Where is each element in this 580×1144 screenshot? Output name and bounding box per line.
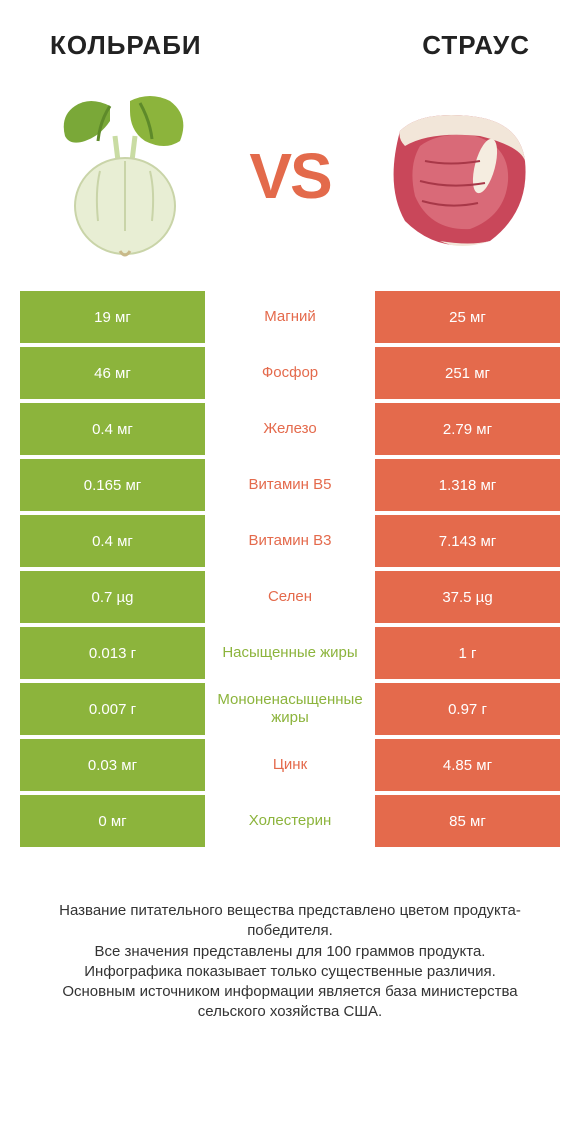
- right-value-cell: 1 г: [375, 627, 560, 679]
- header: КОЛЬРАБИ СТРАУС: [0, 0, 580, 71]
- table-row: 0.165 мгВитамин B51.318 мг: [20, 459, 560, 511]
- right-food-title: СТРАУС: [422, 30, 530, 61]
- table-row: 19 мгМагний25 мг: [20, 291, 560, 343]
- nutrient-name: Витамин B3: [205, 515, 375, 567]
- footer-line: Основным источником информации является …: [30, 982, 550, 1023]
- meat-icon: [370, 91, 540, 261]
- vs-label: VS: [249, 139, 330, 213]
- table-row: 46 мгФосфор251 мг: [20, 347, 560, 399]
- right-value-cell: 37.5 µg: [375, 571, 560, 623]
- table-row: 0.03 мгЦинк4.85 мг: [20, 739, 560, 791]
- nutrient-name: Витамин B5: [205, 459, 375, 511]
- left-value-cell: 46 мг: [20, 347, 205, 399]
- right-value-cell: 1.318 мг: [375, 459, 560, 511]
- nutrient-name: Мононенасыщенные жиры: [205, 683, 375, 735]
- table-row: 0.007 гМононенасыщенные жиры0.97 г: [20, 683, 560, 735]
- images-row: VS: [0, 71, 580, 291]
- table-row: 0.4 мгВитамин B37.143 мг: [20, 515, 560, 567]
- footer-line: Инфографика показывает только существенн…: [30, 962, 550, 982]
- footer-notes: Название питательного вещества представл…: [0, 851, 580, 1043]
- right-value-cell: 2.79 мг: [375, 403, 560, 455]
- footer-line: Название питательного вещества представл…: [30, 901, 550, 942]
- table-row: 0.013 гНасыщенные жиры1 г: [20, 627, 560, 679]
- left-value-cell: 0.4 мг: [20, 403, 205, 455]
- nutrient-name: Магний: [205, 291, 375, 343]
- footer-line: Все значения представлены для 100 граммо…: [30, 942, 550, 962]
- table-row: 0 мгХолестерин85 мг: [20, 795, 560, 847]
- right-value-cell: 85 мг: [375, 795, 560, 847]
- right-value-cell: 0.97 г: [375, 683, 560, 735]
- left-value-cell: 0.4 мг: [20, 515, 205, 567]
- nutrient-name: Насыщенные жиры: [205, 627, 375, 679]
- left-value-cell: 0.165 мг: [20, 459, 205, 511]
- right-value-cell: 4.85 мг: [375, 739, 560, 791]
- left-value-cell: 19 мг: [20, 291, 205, 343]
- comparison-table: 19 мгМагний25 мг46 мгФосфор251 мг0.4 мгЖ…: [0, 291, 580, 851]
- kohlrabi-icon: [40, 91, 210, 261]
- left-value-cell: 0.007 г: [20, 683, 205, 735]
- right-value-cell: 251 мг: [375, 347, 560, 399]
- left-value-cell: 0.03 мг: [20, 739, 205, 791]
- table-row: 0.4 мгЖелезо2.79 мг: [20, 403, 560, 455]
- nutrient-name: Селен: [205, 571, 375, 623]
- left-food-title: КОЛЬРАБИ: [50, 30, 202, 61]
- nutrient-name: Фосфор: [205, 347, 375, 399]
- nutrient-name: Холестерин: [205, 795, 375, 847]
- left-value-cell: 0.7 µg: [20, 571, 205, 623]
- nutrient-name: Железо: [205, 403, 375, 455]
- nutrient-name: Цинк: [205, 739, 375, 791]
- right-value-cell: 25 мг: [375, 291, 560, 343]
- left-value-cell: 0 мг: [20, 795, 205, 847]
- table-row: 0.7 µgСелен37.5 µg: [20, 571, 560, 623]
- left-value-cell: 0.013 г: [20, 627, 205, 679]
- right-value-cell: 7.143 мг: [375, 515, 560, 567]
